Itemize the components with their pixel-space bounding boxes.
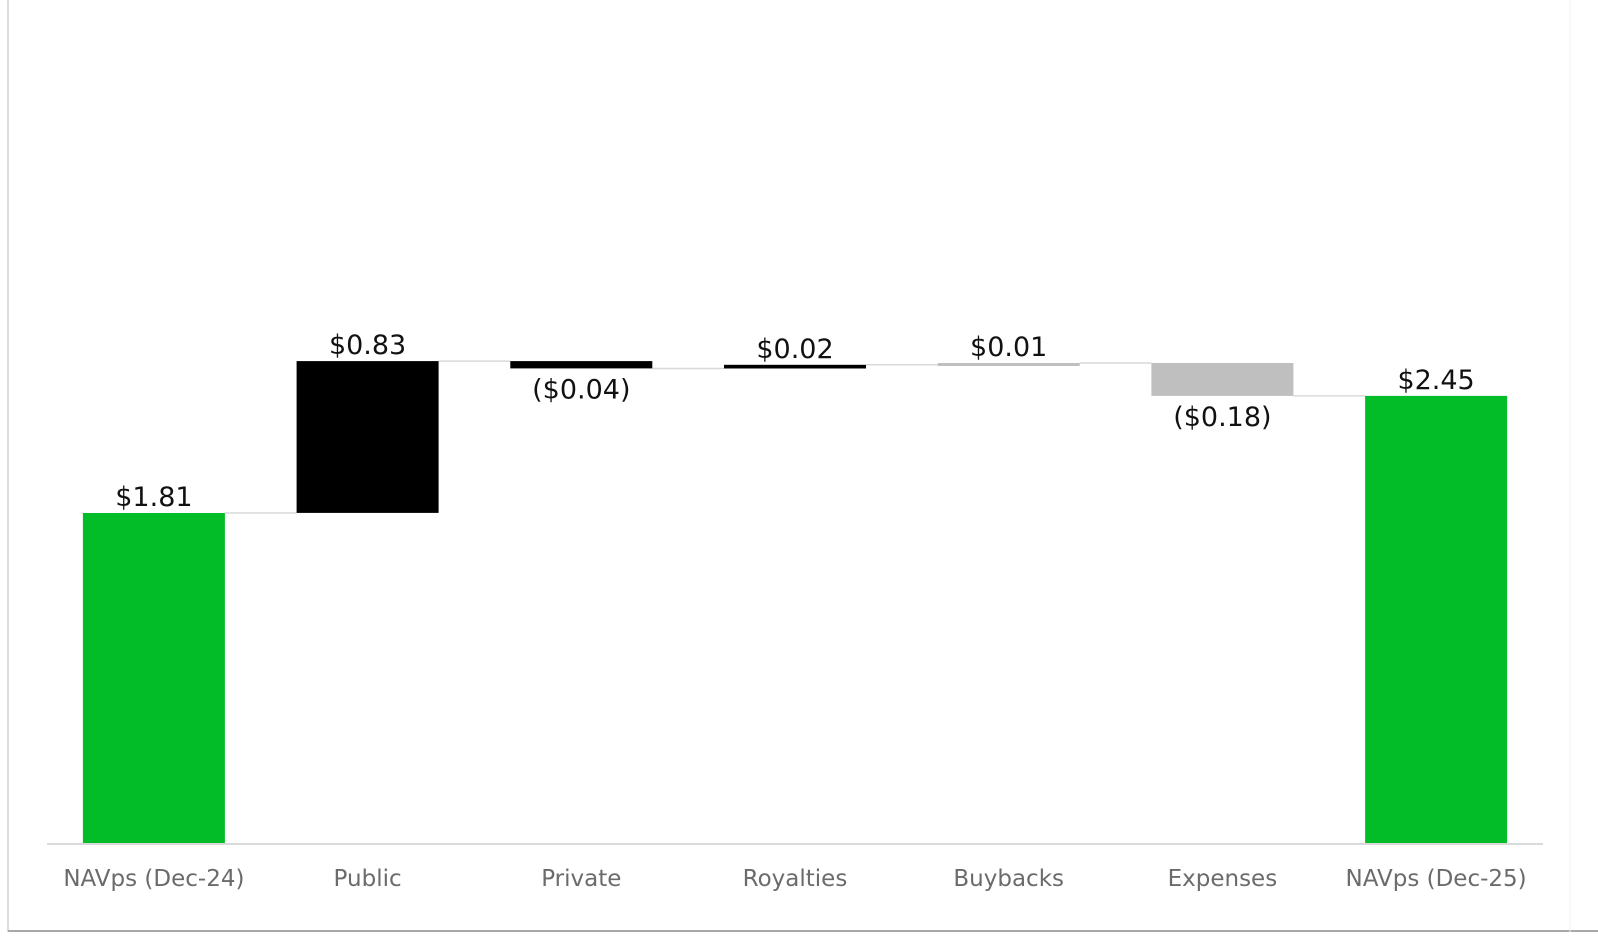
bar-private xyxy=(510,361,653,369)
bar-buybacks xyxy=(937,363,1080,366)
bar-expenses xyxy=(1151,363,1294,396)
data-label-navps-dec-25: $2.45 xyxy=(1397,365,1474,396)
data-labels: $1.81 $0.83 ($0.04) $0.02 $0.01 ($0.18) $2.45 xyxy=(115,330,1474,513)
bar-royalties xyxy=(724,364,866,369)
data-label-expenses: ($0.18) xyxy=(1173,402,1271,433)
data-label-royalties: $0.02 xyxy=(756,334,833,365)
data-label-private: ($0.04) xyxy=(532,375,630,406)
bar-public xyxy=(296,361,439,513)
tick-label-private: Private xyxy=(541,866,621,892)
tick-label-buybacks: Buybacks xyxy=(953,866,1064,892)
bar-navps-dec-24 xyxy=(82,513,225,844)
tick-label-public: Public xyxy=(334,866,402,892)
x-axis-tick-labels: NAVps (Dec-24) Public Private Royalties Buyb… xyxy=(63,866,1526,892)
tick-label-expenses: Expenses xyxy=(1168,866,1278,892)
bar-series xyxy=(82,361,1508,844)
tick-label-navps-dec-24: NAVps (Dec-24) xyxy=(63,866,244,892)
connector-lines xyxy=(224,360,1366,514)
data-label-public: $0.83 xyxy=(329,330,406,361)
data-label-buybacks: $0.01 xyxy=(970,332,1047,363)
data-label-navps-dec-24: $1.81 xyxy=(115,482,192,513)
tick-label-royalties: Royalties xyxy=(743,866,848,892)
tick-label-navps-dec-25: NAVps (Dec-25) xyxy=(1346,866,1527,892)
bar-navps-dec-25 xyxy=(1365,395,1508,844)
